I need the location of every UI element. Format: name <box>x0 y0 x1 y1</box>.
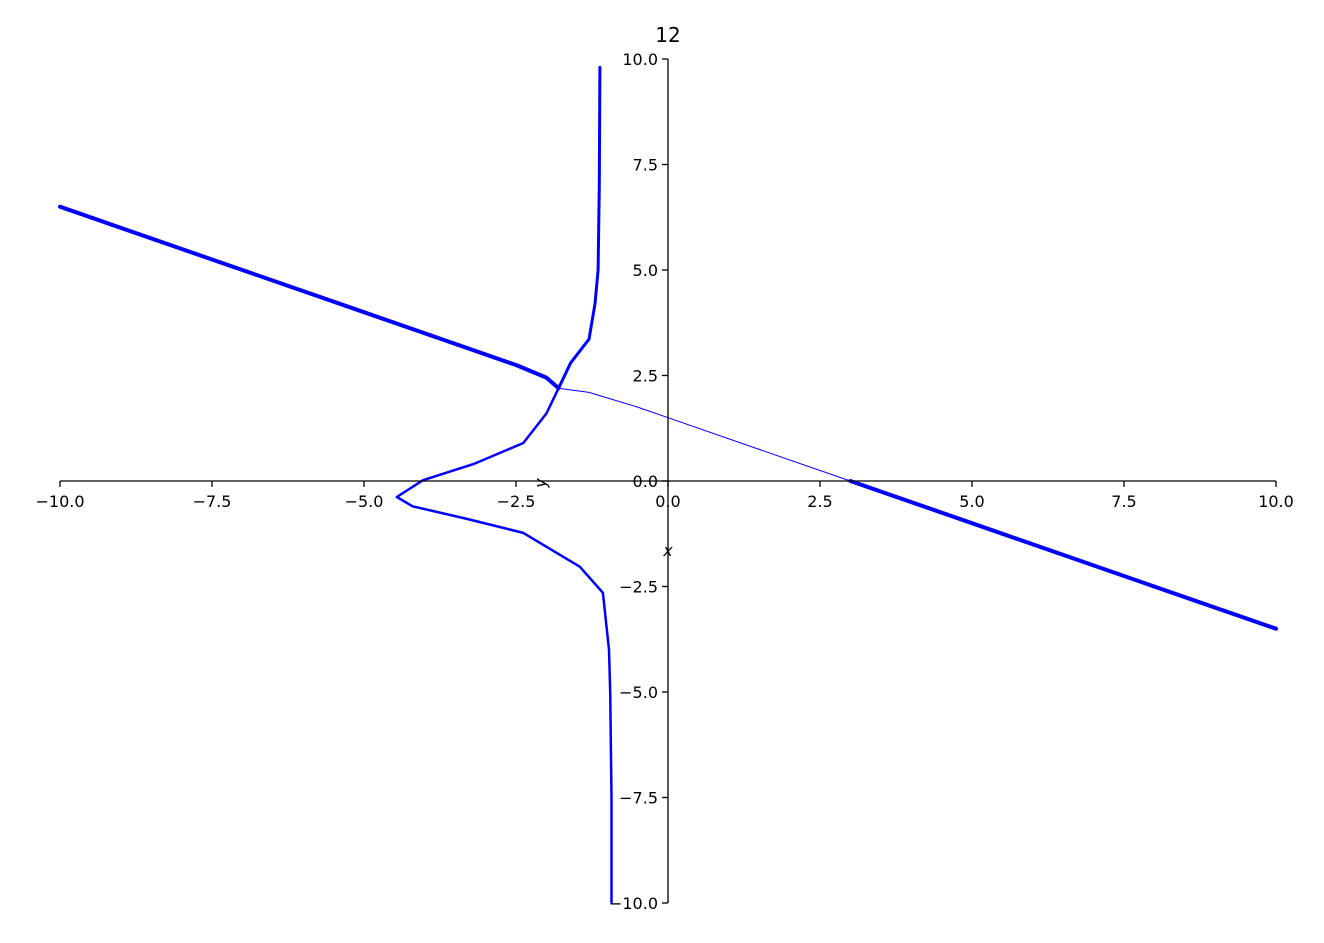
x-tick-label: −10.0 <box>35 492 84 511</box>
chart-title: 12 <box>655 23 680 47</box>
x-tick-label: −7.5 <box>193 492 232 511</box>
x-axis-label: x <box>662 541 673 560</box>
x-tick-label: 10.0 <box>1258 492 1294 511</box>
axes: −10.0 −7.5 −5.0 −2.5 0.0 2.5 5.0 7.5 10.0 −10.0 −7… <box>35 50 1293 913</box>
y-tick-label: 10.0 <box>622 50 658 69</box>
curve-1 <box>557 65 602 390</box>
y-tick-label: 0.0 <box>633 472 658 491</box>
curve-4 <box>395 386 613 905</box>
y-tick-label: −10.0 <box>609 894 658 913</box>
y-tick-label: 7.5 <box>633 156 658 175</box>
y-tick-label: 5.0 <box>633 261 658 280</box>
curve-3 <box>848 479 1278 631</box>
y-tick-label: −2.5 <box>619 578 658 597</box>
y-tick-label: −7.5 <box>619 789 658 808</box>
curve-0 <box>58 204 561 391</box>
x-tick-label: 7.5 <box>1111 492 1136 511</box>
y-tick-label: −5.0 <box>619 683 658 702</box>
x-tick-label: −2.5 <box>497 492 536 511</box>
curves <box>58 65 1278 905</box>
x-tick-label: 2.5 <box>807 492 832 511</box>
y-tick-label: 2.5 <box>633 367 658 386</box>
x-tick-label: 5.0 <box>959 492 984 511</box>
y-axis-label: y <box>531 478 550 489</box>
x-tick-label: −5.0 <box>345 492 384 511</box>
x-tick-label: 0.0 <box>655 492 680 511</box>
